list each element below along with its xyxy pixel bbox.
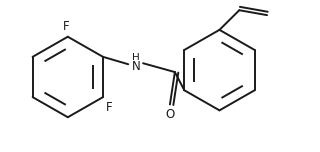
Text: N: N	[132, 60, 140, 73]
Text: O: O	[165, 108, 174, 121]
Text: F: F	[106, 101, 112, 114]
Text: H: H	[132, 53, 140, 63]
Text: F: F	[62, 20, 69, 33]
